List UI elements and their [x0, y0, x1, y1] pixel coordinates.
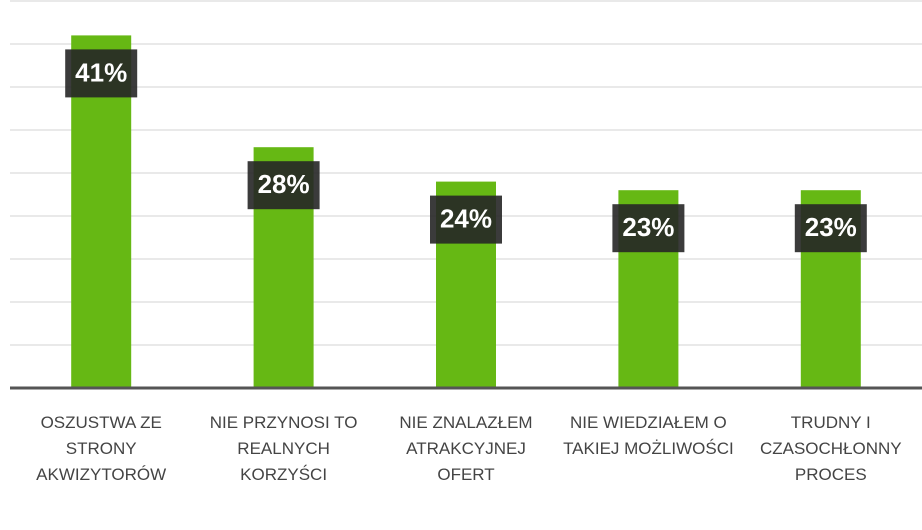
value-label: 28%	[258, 169, 310, 199]
x-tick-label: NIE PRZYNOSI TO REALNYCH KORZYŚCI	[209, 413, 358, 484]
value-label-box	[430, 195, 502, 244]
x-tick-label: NIE ZNALAZŁEM ATRAKCYJNEJ OFERT	[399, 413, 533, 484]
x-tick-label: NIE WIEDZIAŁEM O TAKIEJ MOŻLIWOŚCI	[563, 413, 734, 458]
value-label-box	[247, 161, 320, 210]
value-label: 24%	[440, 203, 492, 233]
chart: 41% 28% 24% 23% 23%	[10, 0, 922, 390]
value-label-box	[65, 49, 138, 98]
x-tick-label: TRUDNY I CZASOCHŁONNY PROCES	[759, 413, 902, 484]
value-label-box	[612, 204, 685, 253]
value-label-box	[794, 204, 867, 253]
value-label: 23%	[622, 212, 674, 242]
value-label: 41%	[75, 57, 127, 87]
value-label: 23%	[805, 212, 857, 242]
x-tick-label: OSZUSTWA ZE STRONY AKWIZYTORÓW	[36, 413, 167, 484]
